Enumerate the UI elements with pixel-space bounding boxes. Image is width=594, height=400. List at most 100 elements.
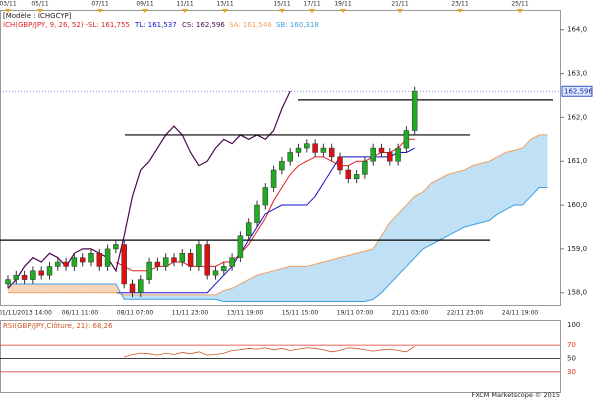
x-tick-label: 08/11 07:00 (117, 310, 154, 317)
cloud (99, 283, 108, 293)
cloud (149, 294, 158, 300)
x-tick-label: 13/11 19:00 (227, 310, 264, 317)
cloud (298, 266, 307, 302)
rsi-panel (0, 320, 561, 393)
cloud (439, 174, 448, 241)
date-marker (457, 9, 463, 13)
candle-body (63, 261, 69, 267)
candle-body (55, 261, 61, 267)
candle-body (370, 147, 376, 162)
legend-entry: SB: 160,318 (276, 21, 319, 29)
candle-body (411, 90, 418, 131)
candle-body (337, 156, 343, 171)
legend-entry: TL: 161,537 (134, 21, 177, 29)
y-tick-label: 160,0 (567, 201, 587, 209)
cloud (49, 283, 58, 293)
cloud (315, 262, 324, 302)
date-marker (97, 9, 103, 13)
candle-body (262, 187, 269, 206)
cloud (240, 279, 249, 302)
date-label: 13/11 (216, 1, 233, 8)
cloud (165, 294, 174, 300)
candle-body (79, 257, 86, 263)
y-tick-label: 159,0 (567, 245, 587, 253)
indicator-label: ICH(GBP/JPY, 9, 26, 52) - (3, 21, 89, 29)
cloud (232, 283, 241, 302)
footer: FXCM Marketscope © 2015 (471, 391, 560, 399)
cloud (472, 163, 482, 225)
candle-body (88, 253, 94, 263)
cloud (356, 251, 365, 302)
cloud (140, 294, 150, 300)
cloud (406, 196, 415, 267)
candle-body (353, 174, 360, 180)
last-price-box (561, 85, 593, 97)
last-price-label: 162,596 (564, 87, 593, 95)
y-tick-label: 70 (567, 341, 576, 349)
date-marker (309, 9, 315, 13)
x-tick-label: 15/11 15:00 (282, 310, 319, 317)
y-tick-label: 163,0 (567, 70, 587, 78)
cloud (331, 257, 340, 302)
candle-body (312, 143, 318, 153)
date-label: 05/11 (31, 1, 48, 8)
cloud (66, 283, 75, 293)
cloud (74, 283, 83, 293)
cloud (16, 283, 25, 293)
candle-body (21, 274, 28, 280)
cloud (464, 165, 473, 227)
legend-entry: CS: 162,596 (182, 21, 225, 29)
candle-body (345, 169, 352, 180)
candle-body (254, 204, 260, 223)
y-tick-label: 100 (567, 321, 580, 329)
ichimoku-line (8, 187, 548, 302)
cloud (207, 294, 216, 300)
date-label: 23/11 (451, 1, 468, 8)
y-tick-label: 164,0 (567, 26, 587, 34)
date-marker (182, 9, 188, 13)
candle-body (245, 222, 252, 236)
x-tick-label: 24/11 19:00 (502, 310, 539, 317)
candle-body (129, 283, 136, 293)
cloud (91, 283, 100, 293)
y-tick-label: 162,0 (567, 113, 587, 121)
candle-body (171, 257, 177, 263)
candle-body (96, 253, 103, 267)
legend-entry: SL: 161,755 (88, 21, 130, 29)
cloud (290, 266, 299, 302)
cloud (522, 139, 531, 206)
cloud (340, 255, 349, 302)
rsi-line (124, 346, 415, 358)
candle-body (295, 147, 302, 153)
x-tick-label: 06/11 11:00 (62, 310, 99, 317)
x-tick-label: 11/11 23:00 (172, 310, 209, 317)
date-marker (37, 9, 43, 13)
date-label: 03/11 (0, 1, 17, 8)
candle-body (146, 261, 152, 280)
y-tick-label: 50 (567, 355, 576, 363)
candle-body (362, 160, 368, 175)
cloud (539, 134, 548, 188)
candle-body (113, 244, 119, 250)
cloud (530, 134, 540, 197)
candle-body (71, 257, 78, 267)
cloud (389, 213, 399, 284)
cloud (57, 283, 67, 293)
candle-body (196, 244, 202, 267)
cloud (215, 290, 224, 302)
cloud (82, 283, 91, 293)
candle-body (387, 152, 393, 162)
candle-body (395, 147, 401, 162)
candle-body (179, 253, 186, 263)
candle-body (187, 253, 194, 267)
date-marker (5, 9, 11, 13)
candle-body (121, 244, 127, 285)
candle-body (46, 266, 53, 276)
candle-body (162, 257, 169, 267)
x-tick-label: 21/11 03:00 (392, 310, 429, 317)
candle-body (320, 147, 327, 153)
cloud (174, 294, 183, 300)
cloud (323, 259, 332, 302)
